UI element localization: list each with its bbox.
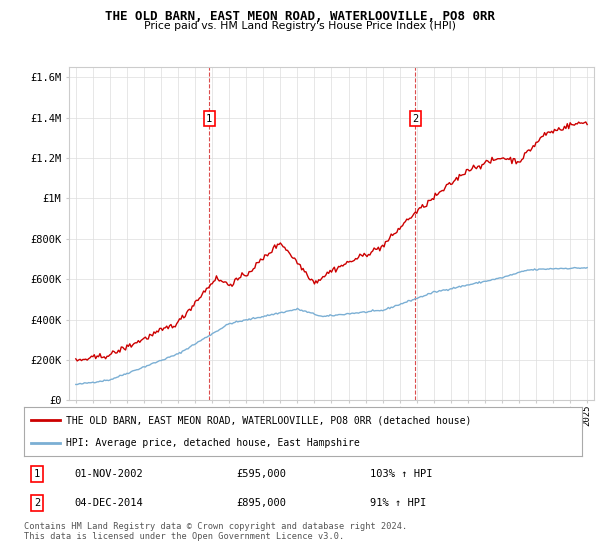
Text: HPI: Average price, detached house, East Hampshire: HPI: Average price, detached house, East… [66, 438, 359, 448]
Text: £895,000: £895,000 [236, 498, 286, 508]
Text: 2: 2 [34, 498, 40, 508]
Text: 04-DEC-2014: 04-DEC-2014 [74, 498, 143, 508]
Text: Price paid vs. HM Land Registry's House Price Index (HPI): Price paid vs. HM Land Registry's House … [144, 21, 456, 31]
Text: 2: 2 [412, 114, 418, 124]
Text: 01-NOV-2002: 01-NOV-2002 [74, 469, 143, 479]
Text: 1: 1 [206, 114, 212, 124]
Text: THE OLD BARN, EAST MEON ROAD, WATERLOOVILLE, PO8 0RR: THE OLD BARN, EAST MEON ROAD, WATERLOOVI… [105, 10, 495, 22]
Text: £595,000: £595,000 [236, 469, 286, 479]
Text: Contains HM Land Registry data © Crown copyright and database right 2024.
This d: Contains HM Land Registry data © Crown c… [24, 522, 407, 542]
Text: THE OLD BARN, EAST MEON ROAD, WATERLOOVILLE, PO8 0RR (detached house): THE OLD BARN, EAST MEON ROAD, WATERLOOVI… [66, 416, 471, 426]
Text: 1: 1 [34, 469, 40, 479]
Text: 103% ↑ HPI: 103% ↑ HPI [370, 469, 433, 479]
Text: 91% ↑ HPI: 91% ↑ HPI [370, 498, 426, 508]
